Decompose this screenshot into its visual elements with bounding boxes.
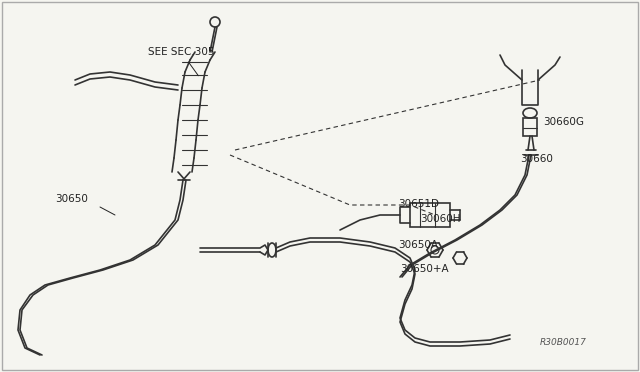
Text: 30650A: 30650A [398, 240, 438, 250]
Text: 30651D: 30651D [398, 199, 439, 209]
Text: R30B0017: R30B0017 [540, 338, 587, 347]
Text: 30660: 30660 [520, 154, 553, 164]
Text: 30650: 30650 [55, 194, 88, 204]
Bar [523, 118, 537, 136]
Text: 30060H: 30060H [420, 214, 461, 224]
Text: 30660G: 30660G [543, 117, 584, 127]
Bar [410, 203, 450, 227]
Text: SEE SEC.305: SEE SEC.305 [148, 47, 214, 76]
Text: 30650+A: 30650+A [400, 264, 449, 274]
